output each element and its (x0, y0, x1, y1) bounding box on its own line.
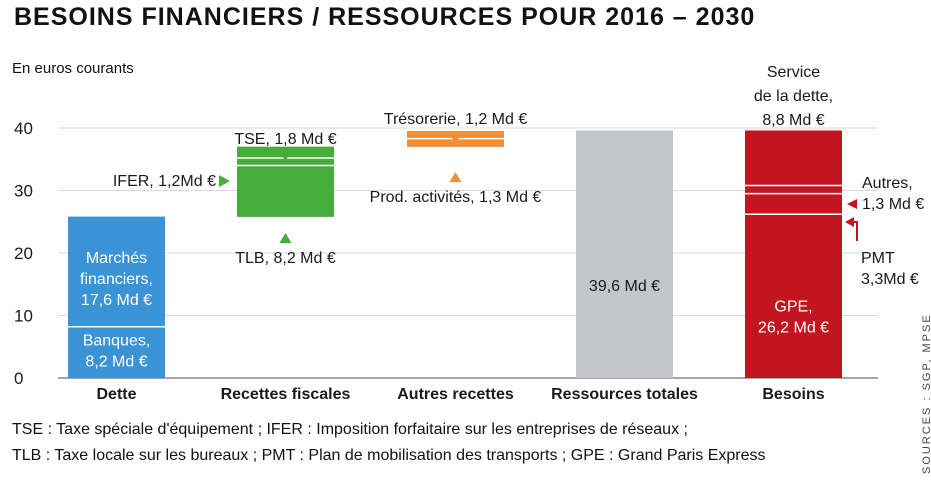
data-label-ressources-totales-0: 39,6 Md € (589, 278, 660, 295)
marker-pmt (845, 217, 854, 227)
annotation-tresorerie: Trésorerie, 1,2 Md € (384, 111, 528, 128)
y-tick-label-20: 20 (14, 244, 33, 263)
annotation-layer: TLB, 8,2 Md € IFER, 1,2Md € TSE, 1,8 Md € P… (113, 64, 925, 288)
y-tick-label-0: 0 (14, 369, 23, 388)
bar-segment-pmt (745, 193, 842, 215)
marker-prod-activites (449, 172, 462, 182)
annotation-prod-activites: Prod. activités, 1,3 Md € (370, 189, 542, 206)
bar-segment-autres (745, 185, 842, 194)
category-label-dette: Dette (96, 386, 136, 403)
annotation-tse: TSE, 1,8 Md € (234, 131, 336, 148)
annotation-autres-0: Autres, (862, 175, 913, 192)
bar-segment-ressources-totales (576, 130, 673, 378)
marker-service-dette (787, 139, 800, 148)
bar-segment-marches-financiers (68, 216, 165, 327)
bar-segment-gpe (745, 214, 842, 378)
data-label-gpe-0: GPE, (774, 299, 812, 316)
data-label-banques-1: 8,2 Md € (85, 354, 147, 371)
y-axis: 0 10 20 30 40 (14, 119, 33, 388)
annotation-pmt-0: PMT (861, 250, 895, 267)
data-label-layer: Banques, 8,2 Md € Marchés financiers, 17,6 M… (80, 250, 829, 371)
annotation-service-dette-1: de la dette, (754, 88, 833, 105)
data-label-banques-0: Banques, (83, 333, 151, 350)
annotation-tlb: TLB, 8,2 Md € (235, 250, 336, 267)
marker-autres (847, 199, 857, 209)
bar-segment-ifer (237, 158, 334, 166)
y-tick-label-40: 40 (14, 119, 33, 138)
annotation-service-dette-2: 8,8 Md € (762, 112, 824, 129)
category-label-besoins: Besoins (762, 386, 824, 403)
marker-ifer (219, 175, 230, 187)
annotation-service-dette-0: Service (767, 64, 820, 81)
y-tick-label-30: 30 (14, 182, 33, 201)
y-tick-label-10: 10 (14, 307, 33, 326)
source-note: SOURCES : SGP, MPSE (921, 313, 931, 474)
chart-title: BESOINS FINANCIERS / RESSOURCES POUR 201… (14, 3, 756, 31)
bar-segment-tlb (237, 165, 334, 217)
marker-tse (279, 151, 292, 161)
data-label-marches-financiers-2: 17,6 Md € (81, 292, 152, 309)
annotation-autres-1: 1,3 Md € (862, 196, 924, 213)
data-label-gpe-1: 26,2 Md € (758, 320, 829, 337)
category-label-recettes-fiscales: Recettes fiscales (221, 386, 351, 403)
unit-label: En euros courants (12, 60, 134, 77)
grid-layer (58, 127, 878, 379)
data-label-marches-financiers-0: Marchés (86, 250, 147, 267)
footnote-2: TLB : Taxe locale sur les bureaux ; PMT … (12, 447, 766, 464)
x-axis: Dette Recettes fiscales Autres recettes Res… (96, 386, 824, 403)
footnote-1: TSE : Taxe spéciale d'équipement ; IFER … (12, 421, 688, 438)
bar-segment-banques (68, 326, 165, 378)
category-label-ressources-totales: Ressources totales (551, 386, 698, 403)
marker-tlb (279, 233, 292, 243)
category-label-autres-recettes: Autres recettes (397, 386, 514, 403)
annotation-ifer: IFER, 1,2Md € (113, 173, 216, 190)
marker-tresorerie (449, 134, 462, 143)
annotation-pmt-1: 3,3Md € (861, 271, 919, 288)
bar-layer (68, 130, 842, 378)
bar-segment-service-de-la-dette (745, 130, 842, 186)
data-label-marches-financiers-1: financiers, (80, 271, 153, 288)
